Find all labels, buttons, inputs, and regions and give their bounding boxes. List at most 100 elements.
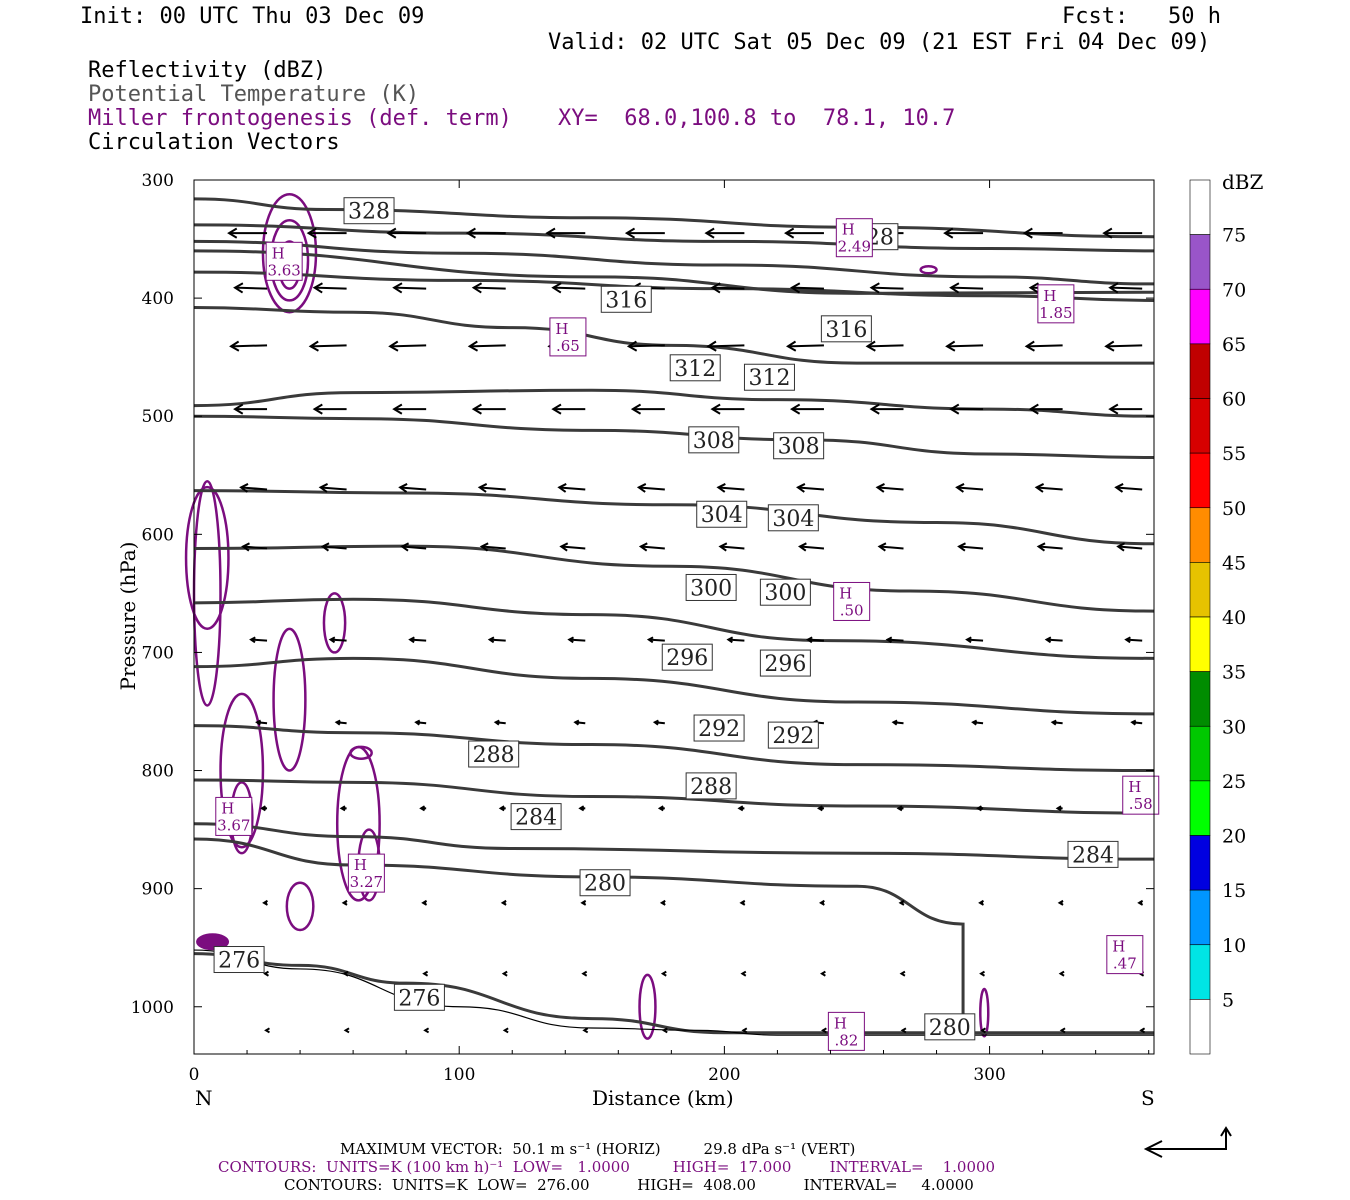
svg-text:H: H [221, 799, 234, 817]
vector-arrow [949, 403, 984, 415]
colorbar-segment [1189, 725, 1211, 782]
vector-arrow [718, 542, 745, 552]
theta-label: 304 [696, 500, 748, 528]
vector-arrow [343, 1027, 350, 1034]
svg-text:276: 276 [218, 949, 260, 974]
vector-arrow [328, 636, 347, 644]
x-tick-label: 200 [708, 1065, 740, 1085]
theta-label: 316 [820, 315, 872, 343]
svg-text:288: 288 [473, 743, 515, 768]
fronto-contour-note: CONTOURS: UNITS=K (100 km h)⁻¹ LOW= 1.00… [218, 1158, 996, 1176]
south-label: S [1141, 1086, 1155, 1110]
vector-arrow [400, 542, 427, 552]
vector-arrow [978, 899, 985, 906]
theta-contour-316 [193, 306, 1154, 365]
vector-arrow [249, 636, 268, 644]
vector-arrow [1028, 403, 1063, 415]
vector-arrow [660, 970, 667, 977]
svg-text:300: 300 [764, 581, 806, 606]
vector-arrow [557, 483, 586, 493]
fronto-contour [285, 881, 315, 932]
svg-text:312: 312 [748, 366, 790, 391]
vector-arrow [1139, 1027, 1146, 1034]
svg-text:304: 304 [701, 503, 743, 528]
svg-text:H: H [839, 584, 852, 602]
vector-arrow [320, 542, 347, 552]
colorbar-segment [1189, 616, 1211, 672]
field-vectors: Circulation Vectors [88, 130, 340, 155]
colorbar-label: 25 [1222, 771, 1246, 793]
theta-contour-276 [193, 952, 1154, 1035]
vector-arrow [408, 636, 427, 644]
vector-arrow [241, 542, 268, 552]
colorbar-label: 20 [1222, 826, 1246, 848]
fronto-contour [219, 692, 265, 849]
vector-arrow [545, 227, 586, 239]
vector-arrow [227, 227, 268, 239]
vector-arrow [980, 1027, 987, 1034]
theta-label: 296 [759, 649, 811, 677]
vector-arrow [1114, 483, 1143, 493]
scale-vector [1143, 1126, 1232, 1158]
colorbar-segment [1189, 507, 1211, 563]
colorbar-segment [1189, 398, 1211, 454]
vector-arrow [739, 899, 746, 906]
svg-text:284: 284 [1072, 843, 1114, 868]
svg-text:292: 292 [698, 717, 740, 742]
svg-text:280: 280 [584, 872, 626, 897]
theta-label: 284 [1067, 840, 1119, 868]
vector-arrow [710, 282, 745, 294]
theta-contour-288 [193, 724, 1155, 773]
init-time: Init: 00 UTC Thu 03 Dec 09 [80, 4, 425, 29]
colorbar-segment [1189, 234, 1211, 290]
vector-arrow [638, 542, 665, 552]
theta-contour-284b [193, 822, 1155, 861]
theta-label: 300 [685, 573, 737, 601]
vector-arrow [551, 282, 586, 294]
vector-arrow [239, 483, 268, 493]
vector-arrow [502, 1027, 509, 1034]
vector-arrow [392, 282, 427, 294]
vector-arrow [498, 805, 506, 812]
colorbar-segment [1189, 999, 1211, 1055]
fronto-high-label: H.50 [833, 581, 871, 621]
colorbar-segment [1189, 562, 1211, 618]
vector-arrow [229, 340, 268, 352]
vector-arrow [260, 805, 268, 812]
theta-contour-324 [193, 223, 1155, 253]
svg-text:296: 296 [666, 646, 708, 671]
vector-arrow [551, 403, 586, 415]
fronto-high-label: H3.27 [347, 853, 385, 893]
fronto-contour [192, 480, 222, 707]
vector-arrow [806, 636, 825, 644]
vector-arrow [1059, 1027, 1066, 1034]
theta-contour-304 [193, 489, 1155, 546]
colorbar-segment [1189, 889, 1211, 946]
vector-arrow [471, 403, 506, 415]
x-axis-label: Distance (km) [592, 1086, 734, 1110]
max-vector-note: MAXIMUM VECTOR: 50.1 m s⁻¹ (HORIZ) 29.8 … [340, 1140, 856, 1158]
svg-text:284: 284 [515, 806, 557, 831]
vector-arrow [869, 282, 904, 294]
vector-arrow [580, 899, 587, 906]
vector-arrow [422, 970, 429, 977]
svg-text:3.67: 3.67 [217, 816, 250, 834]
theta-contour-296 [193, 597, 1155, 660]
vector-arrow [899, 970, 906, 977]
vector-arrow [796, 483, 825, 493]
vector-arrow [578, 805, 586, 812]
vector-arrow [979, 970, 986, 977]
fronto-contour [349, 745, 373, 760]
theta-contour-314 [193, 249, 1155, 295]
colorbar-unit: dBZ [1222, 170, 1264, 194]
svg-text:H: H [834, 1014, 847, 1032]
vector-arrow [467, 340, 506, 352]
svg-text:3.63: 3.63 [267, 261, 300, 279]
colorbar-label: 50 [1222, 498, 1246, 520]
y-tick-label: 400 [142, 289, 174, 309]
svg-text:316: 316 [605, 288, 647, 313]
vector-arrow [875, 483, 904, 493]
vector-arrow [790, 403, 824, 415]
cross-section-xy: XY= 68.0,100.8 to 78.1, 10.7 [558, 106, 956, 131]
vector-arrow [559, 542, 586, 552]
